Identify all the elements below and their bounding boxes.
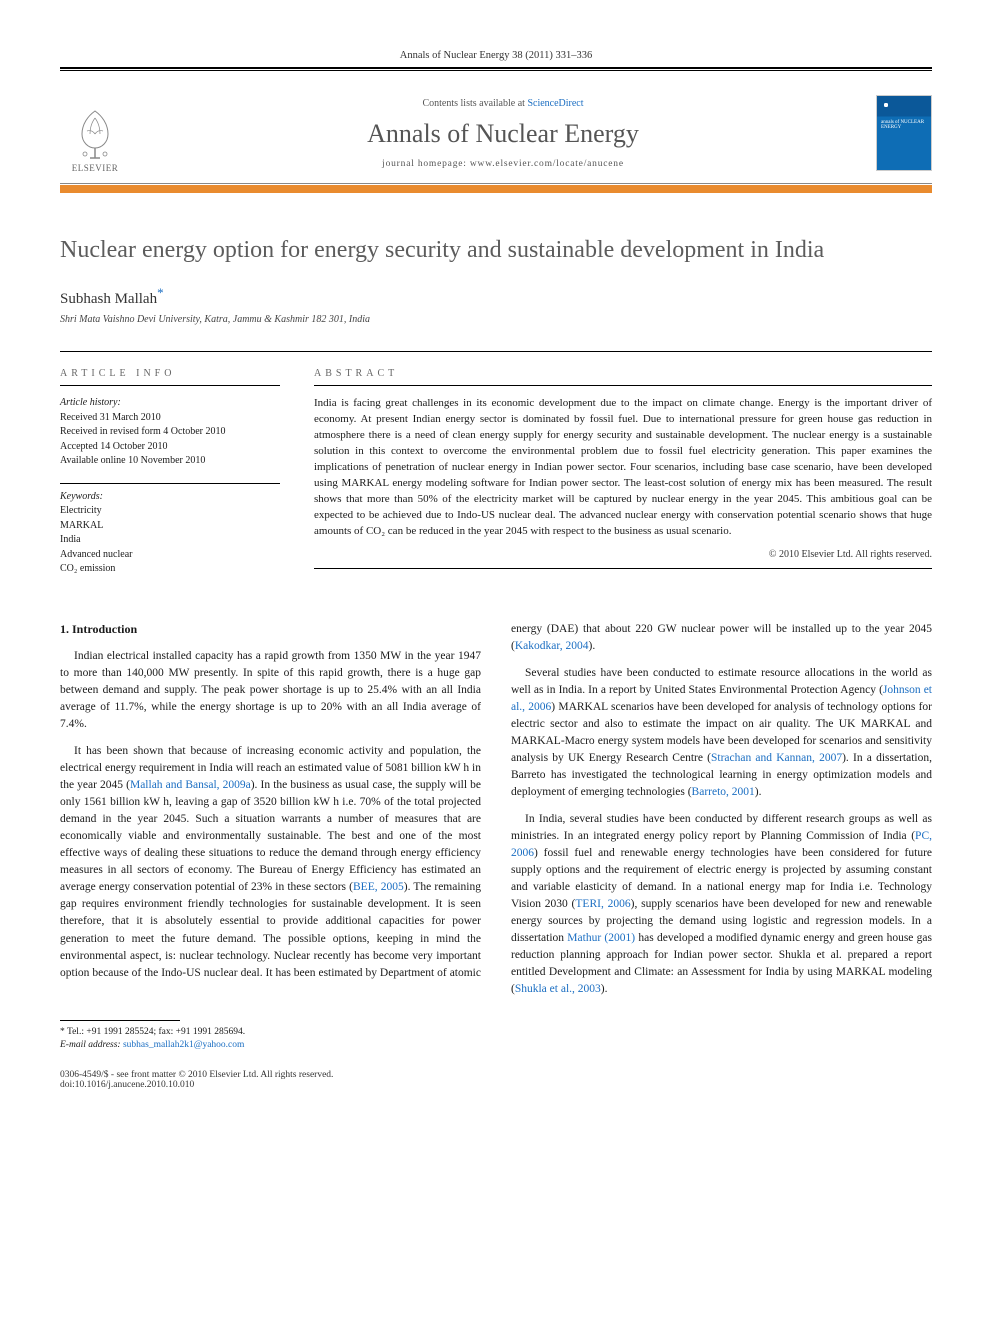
para: Several studies have been conducted to e… <box>511 665 932 801</box>
affiliation: Shri Mata Vaishno Devi University, Katra… <box>60 314 932 325</box>
body-columns: 1. Introduction Indian electrical instal… <box>60 621 932 998</box>
info-head: ARTICLE INFO <box>60 368 280 386</box>
page-container: Annals of Nuclear Energy 38 (2011) 331–3… <box>0 0 992 1130</box>
cite-link[interactable]: Mallah and Bansal, 2009a <box>130 779 251 791</box>
elsevier-logo: ELSEVIER <box>60 93 130 173</box>
kw: CO₂ emission <box>60 562 280 577</box>
corr-marker: * <box>157 285 164 300</box>
homepage-url: www.elsevier.com/locate/anucene <box>470 159 624 169</box>
keywords-block: Keywords: Electricity MARKAL India Advan… <box>60 490 280 577</box>
history-block: Article history: Received 31 March 2010 … <box>60 396 280 469</box>
article-title: Nuclear energy option for energy securit… <box>60 235 932 265</box>
orange-bar <box>60 185 932 193</box>
article-info-col: ARTICLE INFO Article history: Received 3… <box>60 368 280 591</box>
doi-line: doi:10.1016/j.anucene.2010.10.010 <box>60 1080 333 1090</box>
sciencedirect-link[interactable]: ScienceDirect <box>527 98 583 109</box>
keywords-label: Keywords: <box>60 490 280 505</box>
revised: Received in revised form 4 October 2010 <box>60 425 280 440</box>
section-heading-intro: 1. Introduction <box>60 621 481 639</box>
journal-cover-thumb: annals of NUCLEAR ENERGY <box>876 95 932 171</box>
contents-prefix: Contents lists available at <box>422 98 527 109</box>
homepage-line: journal homepage: www.elsevier.com/locat… <box>150 159 856 169</box>
received: Received 31 March 2010 <box>60 411 280 426</box>
info-rule <box>60 483 280 484</box>
abstract-head: ABSTRACT <box>314 368 932 386</box>
email-label: E-mail address: <box>60 1040 121 1050</box>
para: In India, several studies have been cond… <box>511 811 932 998</box>
masthead: ELSEVIER Contents lists available at Sci… <box>60 85 932 184</box>
kw: MARKAL <box>60 519 280 534</box>
abstract-col: ABSTRACT India is facing great challenge… <box>314 368 932 591</box>
email-link[interactable]: subhas_mallah2k1@yahoo.com <box>123 1040 244 1050</box>
online: Available online 10 November 2010 <box>60 454 280 469</box>
cite-link[interactable]: BEE, 2005 <box>353 881 404 893</box>
running-head: Annals of Nuclear Energy 38 (2011) 331–3… <box>60 50 932 69</box>
abstract-copyright: © 2010 Elsevier Ltd. All rights reserved… <box>314 549 932 560</box>
masthead-center: Contents lists available at ScienceDirec… <box>150 98 856 169</box>
corr-footnote: * Tel.: +91 1991 285524; fax: +91 1991 2… <box>60 1026 932 1053</box>
abstract-text: India is facing great challenges in its … <box>314 396 932 539</box>
footer-left: 0306-4549/$ - see front matter © 2010 El… <box>60 1070 333 1090</box>
cite-link[interactable]: Strachan and Kannan, 2007 <box>711 752 842 764</box>
issn-line: 0306-4549/$ - see front matter © 2010 El… <box>60 1070 333 1080</box>
kw: India <box>60 533 280 548</box>
cite-link[interactable]: Shukla et al., 2003 <box>515 983 601 995</box>
corr-tel: * Tel.: +91 1991 285524; fax: +91 1991 2… <box>60 1026 932 1039</box>
abstract-rule <box>314 568 932 569</box>
accepted: Accepted 14 October 2010 <box>60 440 280 455</box>
author-name: Subhash Mallah <box>60 291 157 307</box>
elsevier-tree-icon <box>70 106 120 161</box>
contents-line: Contents lists available at ScienceDirec… <box>150 98 856 109</box>
kw: Electricity <box>60 504 280 519</box>
journal-title: Annals of Nuclear Energy <box>150 119 856 149</box>
info-abstract-row: ARTICLE INFO Article history: Received 3… <box>60 351 932 591</box>
cite-link[interactable]: Kakodkar, 2004 <box>515 640 589 652</box>
para: Indian electrical installed capacity has… <box>60 648 481 733</box>
author-line: Subhash Mallah* <box>60 285 932 308</box>
history-label: Article history: <box>60 396 280 411</box>
cite-link[interactable]: Barreto, 2001 <box>692 786 755 798</box>
page-footer: 0306-4549/$ - see front matter © 2010 El… <box>60 1070 932 1090</box>
elsevier-label: ELSEVIER <box>72 163 119 173</box>
footnote-rule <box>60 1020 180 1021</box>
rule-thin <box>60 70 932 71</box>
cover-label: annals of NUCLEAR ENERGY <box>881 120 931 130</box>
cite-link[interactable]: TERI, 2006 <box>575 898 630 910</box>
cite-link[interactable]: Mathur (2001) <box>567 932 635 944</box>
homepage-prefix: journal homepage: <box>382 159 470 169</box>
kw: Advanced nuclear <box>60 548 280 563</box>
